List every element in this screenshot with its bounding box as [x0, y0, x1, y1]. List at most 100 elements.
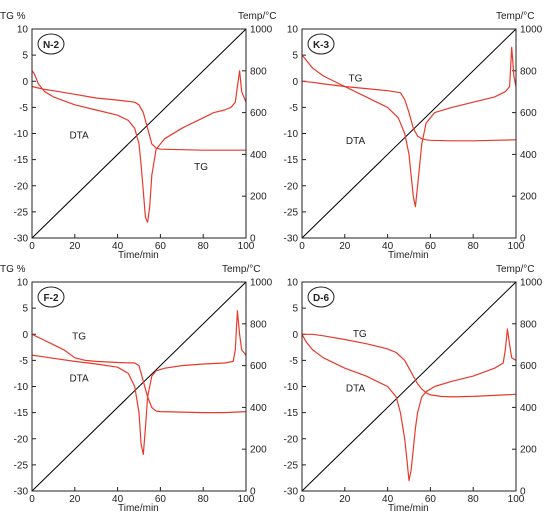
y-left-tick-label: -25: [284, 460, 299, 471]
x-tick-label: 80: [198, 494, 210, 505]
x-tick-label: 20: [69, 494, 81, 505]
y-left-tick-label: -5: [19, 356, 28, 367]
y-left-tick-label: 10: [287, 25, 299, 36]
x-axis-title: Time/min: [388, 250, 429, 261]
x-tick-label: 0: [299, 241, 305, 252]
y-right-tick-label: 1000: [250, 278, 273, 289]
curve-label-dta: DTA: [346, 384, 366, 395]
y-right-tick-label: 200: [520, 192, 537, 203]
right-axis-title: Temp/°C: [496, 11, 534, 22]
y-right-tick-label: 800: [250, 319, 267, 330]
curve-label-dta: DTA: [69, 373, 89, 384]
panel-label: D-6: [313, 293, 330, 304]
y-right-tick-label: 400: [250, 403, 267, 414]
plot-frame: [301, 28, 517, 239]
y-left-tick-label: -15: [14, 408, 29, 419]
x-tick-label: 60: [155, 241, 167, 252]
y-left-tick-label: -20: [14, 181, 29, 192]
y-right-tick-label: 0: [520, 234, 526, 245]
y-right-tick-label: 0: [250, 234, 256, 245]
x-tick-label: 20: [69, 241, 81, 252]
y-left-tick-label: -30: [284, 234, 299, 245]
y-left-tick-label: -15: [14, 155, 29, 166]
plot-frame: [31, 28, 247, 239]
y-left-tick-label: -30: [14, 487, 29, 498]
y-right-tick-label: 0: [250, 487, 256, 498]
panel-label: F-2: [44, 293, 59, 304]
x-axis-title: Time/min: [118, 503, 159, 514]
y-right-tick-label: 600: [520, 108, 537, 119]
x-tick-label: 40: [382, 494, 394, 505]
x-tick-label: 40: [112, 494, 124, 505]
y-left-tick-label: 5: [22, 304, 28, 315]
x-axis-title: Time/min: [388, 503, 429, 514]
plot-frame: [31, 281, 247, 492]
tg-curve: [302, 333, 517, 398]
y-right-tick-label: 400: [520, 150, 537, 161]
panel-n-2: TG % Temp/°C Time/min 0 20 40 60 80 100 10 5 0 -5…: [0, 11, 276, 261]
x-tick-label: 40: [382, 241, 394, 252]
x-tick-label: 80: [468, 241, 480, 252]
temp-curve: [31, 28, 247, 239]
tg-curve: [31, 333, 247, 414]
panel-f-2: TG % Temp/°C Time/min 0 20 40 60 80 100 10 5 0 -5…: [0, 264, 273, 514]
x-tick-label: 100: [238, 241, 255, 252]
curve-label-tg: TG: [72, 331, 86, 342]
y-right-tick-label: 600: [520, 361, 537, 372]
panel-k-3: Temp/°C Time/min 0 20 40 60 80 100 10 5 0 -5 -10 -1…: [284, 11, 543, 261]
x-tick-label: 20: [339, 494, 351, 505]
y-right-tick-label: 1000: [250, 25, 273, 36]
panel-label: K-3: [313, 40, 330, 51]
y-left-tick-label: -20: [284, 434, 299, 445]
right-axis-title: Temp/°C: [496, 264, 534, 275]
tg-curve: [301, 80, 517, 142]
y-right-tick-label: 600: [250, 361, 267, 372]
y-right-tick-label: 800: [520, 66, 537, 77]
y-left-tick-label: -5: [289, 103, 298, 114]
x-tick-label: 60: [425, 241, 437, 252]
x-tick-label: 100: [508, 241, 525, 252]
temp-curve: [31, 281, 247, 492]
dta-curve: [31, 70, 247, 223]
panel-badge: D-6: [307, 286, 335, 308]
y-left-tick-label: 10: [287, 278, 299, 289]
y-left-tick-label: -25: [284, 207, 299, 218]
panel-badge: N-2: [37, 33, 65, 55]
x-tick-label: 0: [29, 494, 35, 505]
panel-label: N-2: [43, 40, 60, 51]
curve-label-tg: TG: [194, 162, 208, 173]
y-left-tick-label: -25: [14, 207, 29, 218]
y-left-tick-label: 0: [22, 77, 28, 88]
y-left-tick-label: -15: [284, 155, 299, 166]
dta-curve: [31, 310, 247, 455]
x-tick-label: 100: [238, 494, 255, 505]
y-left-tick-label: -15: [284, 408, 299, 419]
y-right-tick-label: 600: [250, 108, 267, 119]
y-left-tick-label: -5: [19, 103, 28, 114]
y-left-tick-label: -10: [284, 382, 299, 393]
x-tick-label: 40: [112, 241, 124, 252]
y-left-tick-label: -30: [284, 487, 299, 498]
y-left-tick-label: -5: [289, 356, 298, 367]
curve-label-tg: TG: [353, 329, 367, 340]
curve-label-dta: DTA: [346, 136, 366, 147]
y-left-tick-label: 0: [22, 330, 28, 341]
x-tick-label: 100: [508, 494, 525, 505]
y-left-tick-label: 0: [292, 77, 298, 88]
left-axis-title: TG %: [0, 264, 26, 275]
curve-label-tg: TG: [349, 73, 363, 84]
dta-curve: [301, 328, 517, 482]
x-tick-label: 0: [299, 494, 305, 505]
y-left-tick-label: 10: [17, 25, 29, 36]
y-right-tick-label: 800: [250, 66, 267, 77]
y-right-tick-label: 200: [250, 192, 267, 203]
y-right-tick-label: 800: [520, 319, 537, 330]
y-left-tick-label: 5: [292, 51, 298, 62]
left-axis-title: TG %: [0, 11, 26, 22]
y-right-tick-label: 0: [520, 487, 526, 498]
y-right-tick-label: 400: [250, 150, 267, 161]
right-axis-title: Temp/°C: [222, 264, 260, 275]
panel-d-6: Temp/°C Time/min 0 20 40 60 80 100 10 5 0 -5 -10 -1…: [284, 264, 543, 514]
y-left-tick-label: -10: [284, 129, 299, 140]
